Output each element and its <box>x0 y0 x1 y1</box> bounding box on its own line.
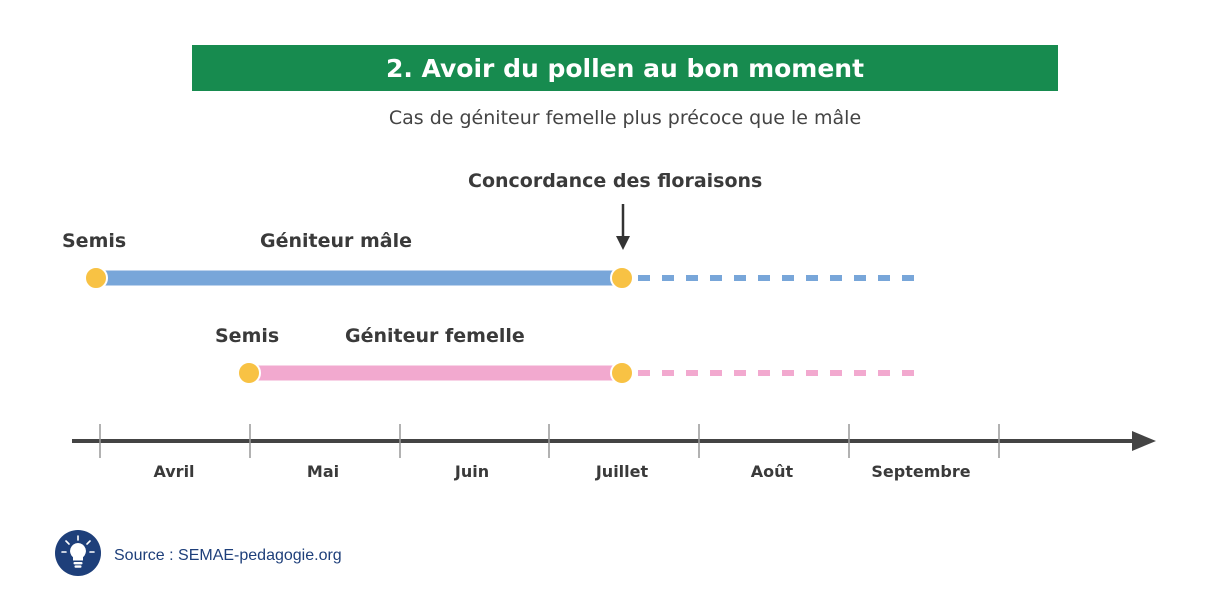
male-sowing-marker <box>84 266 108 290</box>
diagram-title: 2. Avoir du pollen au bon moment <box>192 45 1058 91</box>
month-label: Septembre <box>871 462 971 481</box>
month-label: Mai <box>306 462 340 481</box>
male-parent-label: Géniteur mâle <box>260 230 413 252</box>
time-axis-arrowhead <box>1132 431 1156 451</box>
female-flowering-marker <box>610 361 634 385</box>
female-parent-label: Géniteur femelle <box>345 325 525 347</box>
lightbulb-icon <box>55 530 101 576</box>
concordance-label: Concordance des floraisons <box>468 170 763 192</box>
male-sowing-label: Semis <box>62 230 127 252</box>
male-flowering-marker <box>610 266 634 290</box>
source-credit: Source : SEMAE-pedagogie.org <box>114 547 342 564</box>
female-sowing-label: Semis <box>215 325 280 347</box>
female-sowing-marker <box>237 361 261 385</box>
diagram-subtitle: Cas de géniteur femelle plus précoce que… <box>388 107 862 129</box>
month-label: Juillet <box>595 462 649 481</box>
month-label: Juin <box>454 462 490 481</box>
month-label: Avril <box>153 462 195 481</box>
month-label: Août <box>750 462 794 481</box>
concordance-arrow-head <box>616 236 630 250</box>
